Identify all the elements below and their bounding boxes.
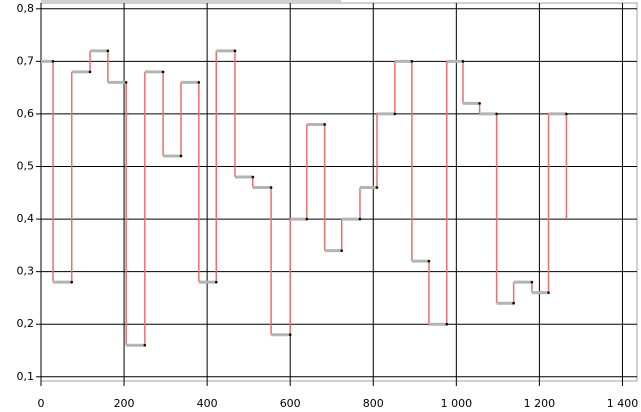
x-tick-label: 800 <box>363 397 384 410</box>
y-tick-label: 0,8 <box>17 2 35 15</box>
x-tick-label: 1 000 <box>441 397 473 410</box>
x-tick-label: 400 <box>197 397 218 410</box>
point <box>70 280 74 284</box>
point <box>288 333 292 337</box>
point <box>161 70 165 74</box>
point <box>305 217 309 221</box>
point <box>427 259 431 263</box>
y-tick-label: 0,6 <box>17 107 35 120</box>
x-tick-label: 0 <box>38 397 45 410</box>
point <box>179 154 183 158</box>
scroll-strip <box>41 0 341 2</box>
y-tick-label: 0,2 <box>17 317 35 330</box>
point <box>375 186 379 189</box>
point <box>393 112 397 116</box>
y-tick-label: 0,7 <box>17 54 35 67</box>
point <box>214 280 218 284</box>
point <box>197 81 201 84</box>
point <box>88 70 92 74</box>
point <box>530 280 534 284</box>
point <box>233 49 237 53</box>
point <box>478 102 481 105</box>
x-tick-label: 1 400 <box>607 397 639 410</box>
x-tick-label: 600 <box>280 397 301 410</box>
x-tick-label: 200 <box>114 397 135 410</box>
point <box>495 112 498 116</box>
point <box>512 301 515 305</box>
point <box>51 60 55 63</box>
point <box>410 60 414 63</box>
point <box>143 343 147 347</box>
point <box>547 291 550 294</box>
y-tick-label: 0,3 <box>17 265 35 278</box>
point <box>358 217 362 221</box>
y-tick-label: 0,5 <box>17 160 35 173</box>
point <box>323 123 326 126</box>
point <box>565 112 568 116</box>
point <box>340 249 343 252</box>
point <box>124 81 128 84</box>
point <box>461 60 465 63</box>
point <box>445 322 449 326</box>
y-tick-label: 0,1 <box>17 370 35 383</box>
point <box>106 49 110 53</box>
point <box>269 186 273 189</box>
point <box>251 175 255 179</box>
x-tick-label: 1 200 <box>524 397 556 410</box>
y-tick-label: 0,4 <box>17 212 35 225</box>
